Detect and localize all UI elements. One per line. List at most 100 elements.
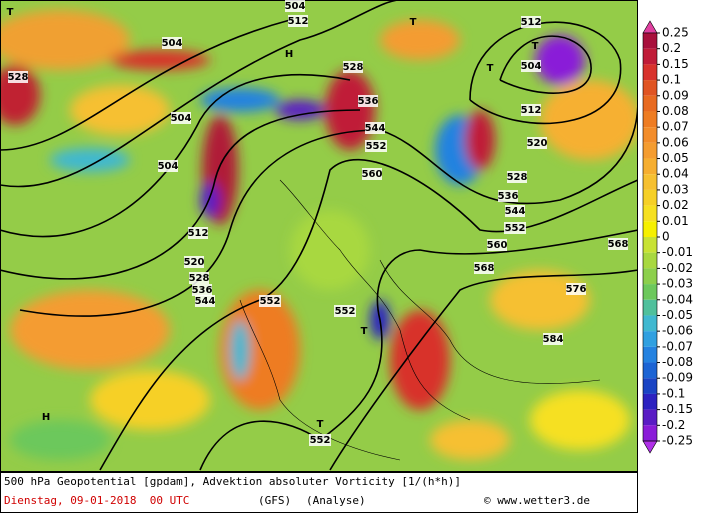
geopotential-contours <box>0 0 638 471</box>
contour-label-bg <box>358 95 378 107</box>
contour-label-bg <box>8 71 28 83</box>
colorbar-label: -0.2 <box>662 418 685 432</box>
colorbar-swatch <box>643 268 657 285</box>
colorbar-swatch <box>643 48 657 65</box>
contour-label: 552 <box>260 296 281 307</box>
colorbar-label: 0.04 <box>662 167 689 181</box>
contour-label: 520 <box>184 257 205 268</box>
contour-label-bg <box>365 140 387 152</box>
contour-label: 520 <box>527 138 548 149</box>
colorbar-swatch <box>643 237 657 253</box>
contour-label-bg <box>343 61 363 73</box>
contour-label: 568 <box>474 263 495 274</box>
colorbar-swatch <box>643 362 657 379</box>
contour-label-bg <box>504 222 526 234</box>
colorbar-swatch <box>643 346 657 363</box>
colorbar: 0.250.20.150.10.090.080.070.060.050.040.… <box>642 20 693 454</box>
colorbar-swatch <box>643 64 657 81</box>
contour-label-bg <box>566 283 586 295</box>
colorbar-swatch <box>643 331 657 347</box>
colorbar-swatch <box>643 378 657 394</box>
colorbar-swatch <box>643 252 657 269</box>
map <box>0 0 638 472</box>
contour-label: 560 <box>362 169 383 180</box>
contour-label: 504 <box>285 1 306 12</box>
colorbar-label: -0.07 <box>662 339 693 353</box>
pressure-center: T <box>361 326 368 337</box>
contour-label: 528 <box>507 172 528 183</box>
colorbar-swatch <box>643 142 657 159</box>
contour-label: 512 <box>288 16 309 27</box>
colorbar-swatch <box>643 80 657 96</box>
map-labels: 5045125045285285365445525045045125205285… <box>7 0 629 446</box>
colorbar-label: -0.1 <box>662 386 685 400</box>
colorbar-label: -0.05 <box>662 308 693 322</box>
colorbar-label: 0.01 <box>662 214 689 228</box>
contour-label: 544 <box>195 296 216 307</box>
contour-label: 544 <box>505 206 526 217</box>
contour-label-bg <box>188 227 208 239</box>
contour-label: 528 <box>8 72 29 83</box>
colorbar-above <box>642 20 658 34</box>
colorbar-label: 0.08 <box>662 104 689 118</box>
credit: © www.wetter3.de <box>484 494 590 507</box>
contour-label-bg <box>365 122 385 134</box>
colorbar-label: -0.15 <box>662 402 693 416</box>
colorbar-label: 0.15 <box>662 57 689 71</box>
contour-label: 544 <box>365 123 386 134</box>
colorbar-label: 0.05 <box>662 151 689 165</box>
colorbar-label: -0.25 <box>662 434 693 448</box>
contour-label-bg <box>162 37 182 49</box>
colorbar-label: 0.25 <box>662 26 689 40</box>
caption: 500 hPa Geopotential [gpdam], Advektion … <box>4 475 461 488</box>
pressure-center: T <box>7 7 14 18</box>
colorbar-label: -0.08 <box>662 355 693 369</box>
colorbar-label: 0.03 <box>662 182 689 196</box>
contour-label: 528 <box>343 62 364 73</box>
contour-label-bg <box>362 168 382 180</box>
colorbar-swatch <box>643 315 657 332</box>
colorbar-swatch <box>643 95 657 112</box>
colorbar-label: 0.06 <box>662 135 689 149</box>
contour-label-bg <box>285 0 305 12</box>
contour-label-bg <box>608 238 628 250</box>
contour-label-bg <box>521 16 541 28</box>
contour-label-bg <box>334 305 356 317</box>
contour-label: 552 <box>505 223 526 234</box>
colorbar-label: -0.04 <box>662 292 693 306</box>
pressure-center: T <box>410 17 417 28</box>
colorbar-swatch <box>643 393 657 410</box>
contour-label-bg <box>259 295 281 307</box>
contour-label: 584 <box>543 334 564 345</box>
contour-label-bg <box>521 60 541 72</box>
model: (GFS) <box>258 494 291 507</box>
contour-label-bg <box>507 171 527 183</box>
colorbar-swatch <box>643 299 657 316</box>
contour-label: 576 <box>566 284 587 295</box>
contour-label: 552 <box>335 306 356 317</box>
run: (Analyse) <box>306 494 366 507</box>
colorbar-swatch <box>643 33 657 49</box>
pressure-center: H <box>42 412 50 423</box>
colorbar-label: -0.06 <box>662 324 693 338</box>
contour-label: 512 <box>188 228 209 239</box>
map-frame <box>0 0 638 472</box>
colorbar-below <box>642 440 658 454</box>
contour-label-bg <box>158 160 178 172</box>
colorbar-swatch <box>643 409 657 426</box>
colorbar-swatch <box>643 174 657 190</box>
contour-label: 536 <box>498 191 519 202</box>
colorbar-label: 0.07 <box>662 120 689 134</box>
contour-label: 552 <box>366 141 387 152</box>
contour-label: 568 <box>608 239 629 250</box>
colorbar-swatch <box>643 127 657 143</box>
colorbar-swatch <box>643 425 657 441</box>
contour-label: 512 <box>521 17 542 28</box>
colorbar-swatch <box>643 221 657 237</box>
colorbar-label: 0.2 <box>662 41 681 55</box>
pressure-center: H <box>285 49 293 60</box>
contour-label: 552 <box>310 435 331 446</box>
contour-label: 528 <box>189 273 210 284</box>
pressure-center: T <box>317 419 324 430</box>
contour-label: 512 <box>521 105 542 116</box>
